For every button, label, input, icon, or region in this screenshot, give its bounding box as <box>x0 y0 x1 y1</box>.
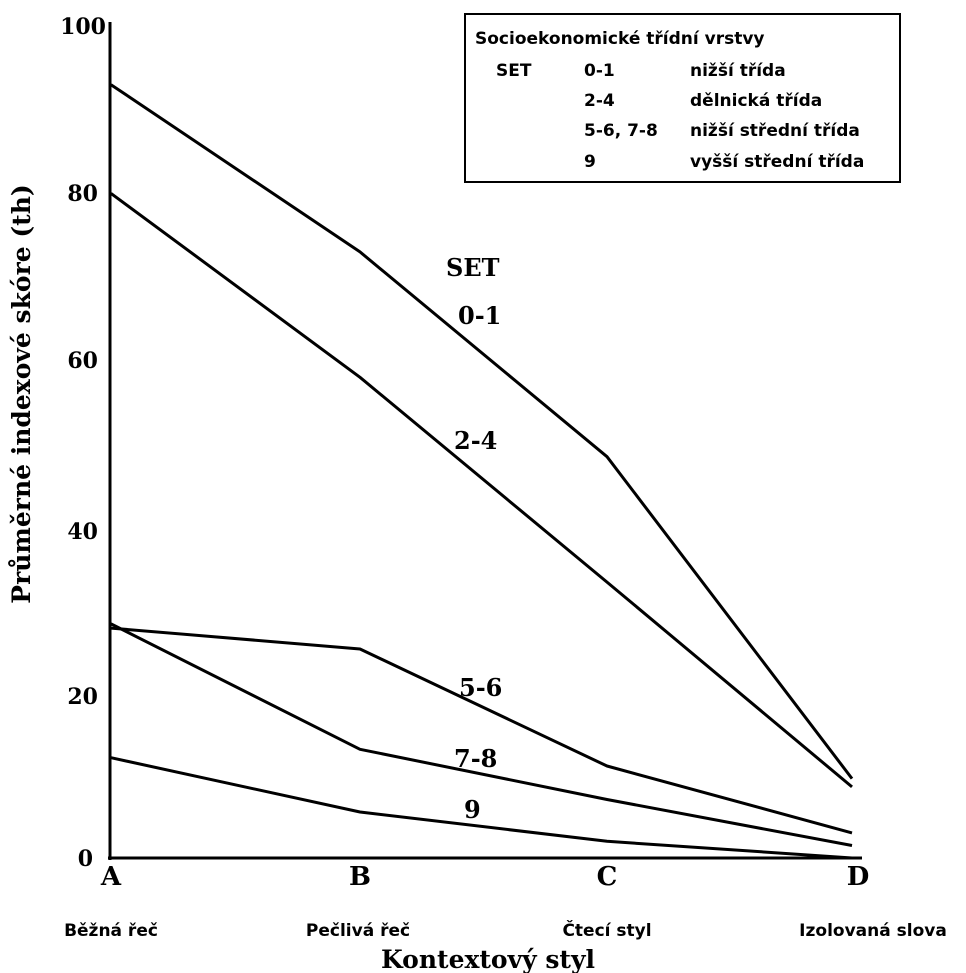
series-line-3 <box>110 626 853 835</box>
x-category-name: Pečlivá řeč <box>306 921 410 941</box>
series-line-1 <box>110 83 854 780</box>
x-tick-label: C <box>597 862 618 892</box>
x-category-names: Běžná řeč Pečlivá řeč Čtecí styl Izolova… <box>64 919 947 941</box>
x-axis-label: Kontextový styl <box>381 945 595 973</box>
x-tick-labels: A B C D <box>100 862 869 892</box>
y-tick-label: 60 <box>67 348 98 374</box>
legend-class: dělnická třída <box>690 91 822 111</box>
y-tick-labels: 0 20 40 60 80 100 <box>60 14 106 872</box>
series-line-4 <box>110 622 853 847</box>
series-lines <box>110 83 854 860</box>
y-tick-label: 80 <box>67 181 98 207</box>
y-tick-label: 40 <box>67 519 98 545</box>
legend-column-label: SET <box>496 61 532 81</box>
x-tick-label: D <box>847 862 870 892</box>
series-label: 2-4 <box>454 426 497 455</box>
legend-title: Socioekonomické třídní vrstvy <box>475 29 765 49</box>
legend-code: 0-1 <box>584 61 615 81</box>
x-category-name: Běžná řeč <box>64 921 158 941</box>
x-category-name: Čtecí styl <box>562 919 651 941</box>
series-header-label: SET <box>446 253 500 282</box>
legend-class: vyšší střední třída <box>690 152 864 172</box>
series-label: 9 <box>464 795 481 824</box>
x-category-name: Izolovaná slova <box>799 921 947 941</box>
y-tick-label: 20 <box>67 684 98 710</box>
x-tick-label: A <box>100 862 122 892</box>
series-label: 7-8 <box>454 744 497 773</box>
y-tick-label: 100 <box>60 14 106 40</box>
series-label: 0-1 <box>458 301 501 330</box>
series-labels: SET 0-1 2-4 5-6 7-8 9 <box>446 253 502 824</box>
series-line-5 <box>110 756 853 860</box>
series-label: 5-6 <box>459 673 502 702</box>
x-tick-label: B <box>349 862 371 892</box>
legend-class: nižší střední třída <box>690 121 860 141</box>
legend-code: 5-6, 7-8 <box>584 121 658 141</box>
legend-code: 2-4 <box>584 91 615 111</box>
y-axis-label: Průměrné indexové skóre (th) <box>7 184 36 603</box>
legend: Socioekonomické třídní vrstvy SET 0-1 ni… <box>464 13 901 183</box>
series-line-2 <box>110 192 853 789</box>
legend-box <box>464 13 901 183</box>
legend-class: nižší třída <box>690 61 786 81</box>
y-tick-label: 0 <box>78 846 93 872</box>
legend-code: 9 <box>584 152 596 172</box>
